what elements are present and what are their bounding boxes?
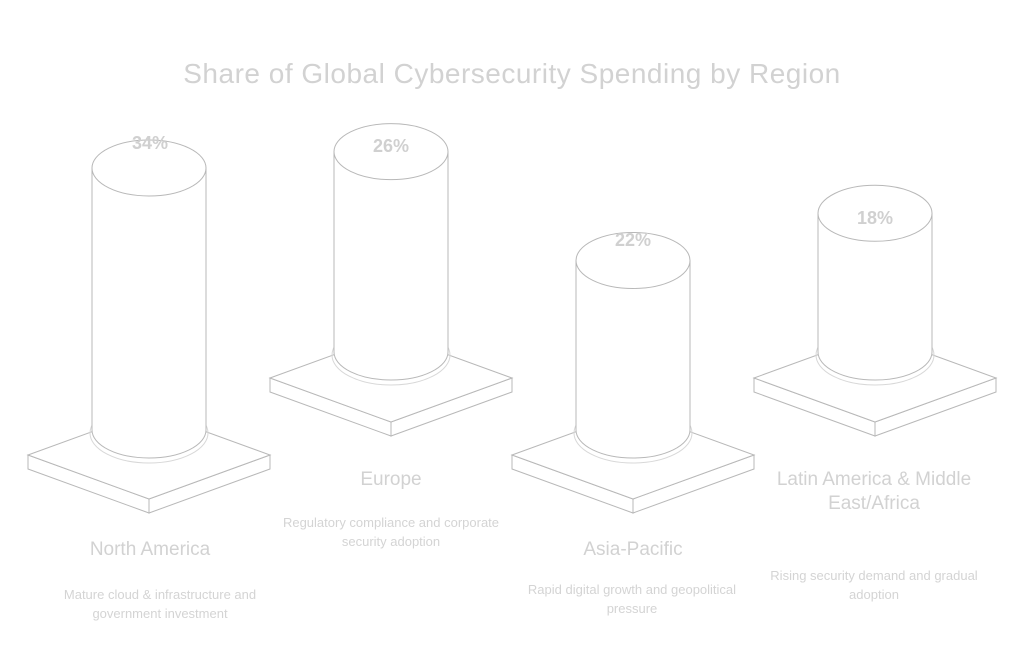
value-label-north-america: 34% (131, 133, 169, 153)
region-desc-europe: Regulatory compliance and corporate secu… (282, 515, 500, 549)
region-label-north-america: North America (89, 539, 211, 560)
bar-asia-pacific (510, 231, 756, 514)
region-desc-north-america: Mature cloud & infrastructure and govern… (63, 587, 257, 621)
bar-europe (268, 123, 514, 437)
value-label-latam-mea: 18% (856, 208, 894, 228)
cylinder-north-america (89, 139, 209, 464)
bar-north-america (26, 139, 272, 514)
value-label-asia-pacific: 22% (614, 230, 652, 250)
region-desc-asia-pacific: Rapid digital growth and geopolitical pr… (527, 582, 737, 616)
region-label-asia-pacific: Asia-Pacific (583, 539, 683, 560)
cylinder-latam-mea (815, 184, 935, 386)
region-label-latam-mea: Latin America & Middle East/Africa (776, 469, 972, 514)
bar-latam-mea (752, 184, 998, 437)
chart-title: Share of Global Cybersecurity Spending b… (183, 58, 841, 89)
region-label-europe: Europe (360, 469, 422, 490)
region-desc-latam-mea: Rising security demand and gradual adopt… (770, 568, 978, 602)
cylinder-asia-pacific (573, 231, 693, 464)
value-label-europe: 26% (372, 136, 410, 156)
cylinder-europe (331, 123, 451, 386)
